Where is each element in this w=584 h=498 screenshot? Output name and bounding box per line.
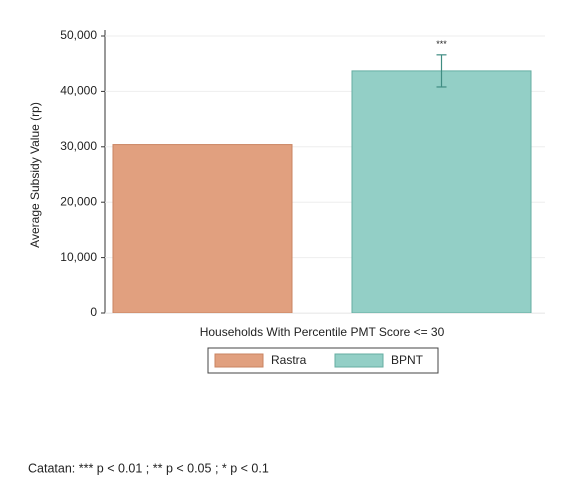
y-tick-label: 10,000 — [60, 250, 97, 264]
legend-label: Rastra — [271, 353, 307, 367]
x-axis-label: Households With Percentile PMT Score <= … — [200, 325, 445, 339]
y-axis-label: Average Subsidy Value (rp) — [28, 102, 42, 248]
y-tick-label: 40,000 — [60, 84, 97, 98]
legend-swatch — [334, 353, 384, 368]
footnote: Catatan: *** p < 0.01 ; ** p < 0.05 ; * … — [28, 461, 269, 475]
legend-label: BPNT — [391, 353, 424, 367]
legend-swatch — [214, 353, 264, 368]
y-tick-label: 30,000 — [60, 139, 97, 153]
bar — [351, 70, 532, 314]
legend-box — [207, 347, 439, 374]
y-tick-label: 20,000 — [60, 194, 97, 208]
bar — [112, 144, 293, 314]
y-tick-label: 0 — [90, 305, 97, 319]
y-tick-label: 50,000 — [60, 28, 97, 42]
significance-label: *** — [436, 39, 447, 49]
